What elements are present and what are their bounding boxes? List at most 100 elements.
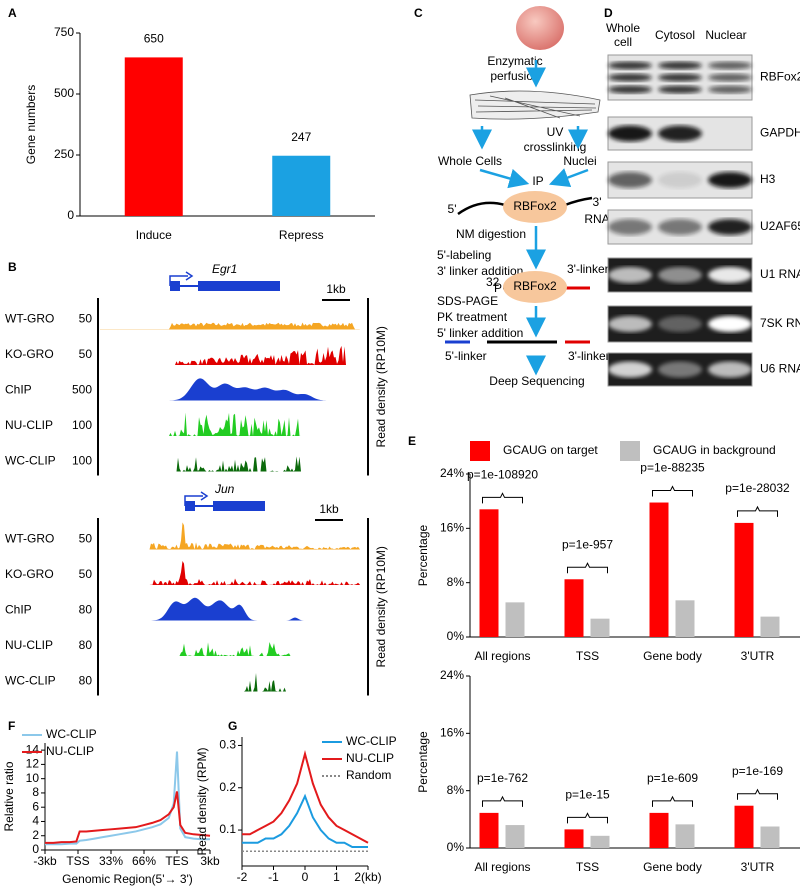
band — [658, 361, 702, 378]
gene-name: Jun — [214, 482, 235, 496]
legend-label: NU-CLIP — [346, 751, 394, 765]
track-axis-title: Read density (RP10M) — [374, 326, 388, 447]
muscle-fiber — [469, 90, 601, 120]
diagram-text: PK treatment — [437, 310, 508, 324]
column-header: Cytosol — [655, 28, 695, 42]
track-scale: 50 — [79, 567, 93, 581]
x-tick-label: 33% — [99, 854, 123, 868]
track-name: WC-CLIP — [5, 674, 56, 688]
y-tick-label: 24% — [440, 466, 464, 480]
band — [608, 219, 652, 235]
x-tick-label: -1 — [268, 870, 279, 884]
x-tick-label: 1 — [333, 870, 340, 884]
track-signal — [100, 322, 360, 330]
line-series — [45, 791, 211, 844]
y-tick-label: 0 — [67, 208, 74, 222]
bar — [649, 502, 669, 637]
bracket — [567, 562, 608, 574]
track-signal — [100, 597, 360, 621]
legend-label: Random — [346, 768, 391, 782]
track-scale: 50 — [79, 532, 93, 546]
bar — [675, 600, 695, 637]
y-axis-title: Percentage — [416, 731, 430, 793]
legend-swatch — [620, 441, 640, 461]
p-value: p=1e-28032 — [725, 481, 790, 495]
diagram-text: 5' linker addition — [437, 326, 523, 340]
bar — [564, 579, 584, 637]
bar — [590, 618, 610, 637]
x-tick-label: -2 — [237, 870, 248, 884]
scale-bar-label: 1kb — [326, 282, 346, 296]
band — [708, 267, 752, 283]
bracket — [652, 795, 693, 807]
band — [608, 73, 652, 82]
y-tick-label: 6 — [32, 799, 39, 813]
band — [658, 73, 702, 82]
rna-strand — [564, 196, 593, 207]
legend-label: NU-CLIP — [46, 744, 94, 758]
blot-label: U1 RNA — [760, 267, 800, 281]
track-name: WT-GRO — [5, 532, 54, 546]
track-signal — [100, 673, 360, 692]
line-series — [242, 793, 368, 848]
gene-arrowhead — [200, 491, 209, 501]
bar — [505, 825, 525, 848]
protein — [503, 191, 567, 223]
band — [658, 61, 702, 70]
diagram-text: Enzymatic — [487, 54, 542, 68]
diagram-text: Deep Sequencing — [489, 374, 584, 388]
y-tick-label: 0.1 — [219, 822, 236, 836]
x-tick-label: Gene body — [643, 860, 702, 874]
line-series — [45, 751, 210, 846]
panel-label: G — [228, 719, 237, 733]
y-tick-label: 12 — [26, 757, 40, 771]
value-label: 247 — [291, 130, 311, 144]
bar — [479, 509, 499, 637]
track-scale: 80 — [79, 638, 93, 652]
panel-label: D — [604, 6, 613, 20]
x-axis-title: Genomic Region(5'→ 3') — [62, 872, 193, 886]
band — [658, 219, 702, 235]
y-tick-label: 8 — [32, 785, 39, 799]
band — [658, 125, 702, 142]
value-label: 650 — [144, 32, 164, 46]
diagram-text: 3'-linker — [567, 262, 609, 276]
arrow — [548, 168, 589, 187]
track-scale: 50 — [79, 312, 93, 326]
track-name: KO-GRO — [5, 347, 54, 361]
bracket — [482, 795, 523, 807]
band — [608, 361, 652, 378]
y-tick-label: 750 — [54, 25, 74, 39]
gene-arrowhead — [185, 271, 194, 281]
band — [658, 267, 702, 283]
p-value: p=1e-957 — [562, 537, 613, 551]
blot-label: RBFox2 — [760, 70, 800, 84]
track-name: NU-CLIP — [5, 418, 53, 432]
heart-image — [516, 6, 564, 50]
track-scale: 100 — [72, 454, 92, 468]
rna-strand — [457, 201, 506, 216]
bar — [760, 616, 780, 637]
line-series — [242, 750, 369, 844]
x-tick-label: TSS — [66, 854, 89, 868]
bar — [505, 602, 525, 637]
band — [608, 125, 652, 142]
protein — [503, 271, 567, 303]
y-axis-title: Gene numbers — [24, 85, 38, 164]
diagram-text: RNA — [584, 212, 609, 226]
track-scale: 50 — [79, 347, 93, 361]
track-signal — [100, 456, 360, 472]
blot-label: GAPDH — [760, 126, 800, 140]
y-tick-label: 14 — [26, 742, 40, 756]
diagram-text: 32 — [486, 275, 500, 289]
x-tick-label: 3'UTR — [740, 860, 775, 874]
track-signal — [100, 641, 360, 656]
panel-label: A — [8, 6, 17, 20]
diagram-text: Nuclei — [563, 154, 596, 168]
blot-label: U2AF65 — [760, 219, 800, 233]
diagram-text: 3' linker addition — [437, 264, 523, 278]
panel-label: F — [8, 719, 15, 733]
p-value: p=1e-88235 — [640, 461, 705, 475]
y-axis-title: Read density (RPM) — [195, 747, 209, 855]
